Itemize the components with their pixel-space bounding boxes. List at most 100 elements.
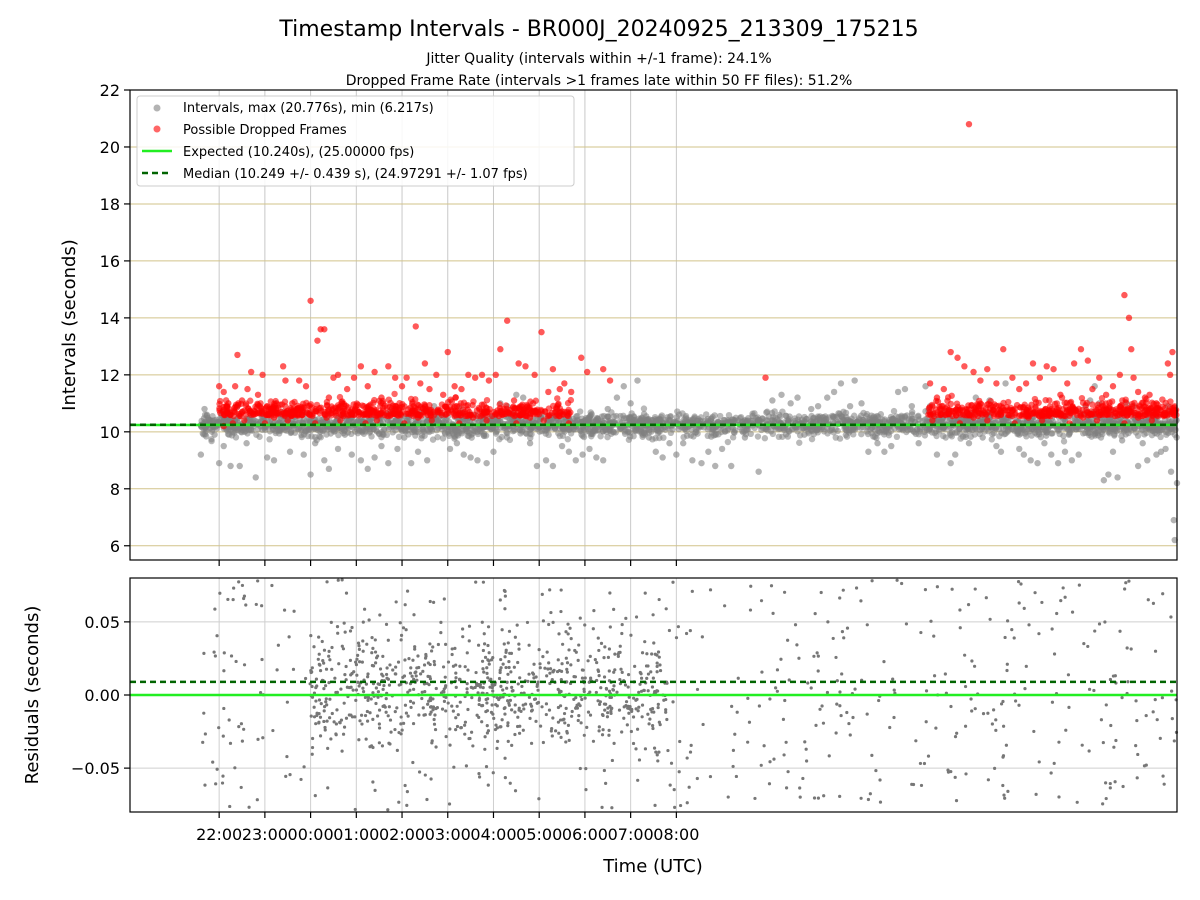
residual-point: [892, 688, 896, 692]
interval-point: [768, 416, 776, 424]
residual-point: [237, 724, 241, 729]
dropped-frame-point: [947, 348, 954, 356]
dropped-frame-point: [1116, 371, 1124, 379]
residual-point: [658, 663, 662, 667]
interval-point: [931, 429, 938, 437]
residual-point: [835, 679, 839, 683]
residual-point: [232, 586, 236, 590]
dropped-frame-point: [278, 408, 285, 416]
dropped-frame-point: [353, 406, 360, 413]
residual-point: [1104, 703, 1108, 707]
dropped-frame-point: [232, 401, 240, 409]
residual-point: [963, 653, 967, 657]
dropped-frame-point: [337, 411, 345, 418]
interval-point: [808, 405, 815, 413]
residual-point: [370, 635, 374, 640]
residual-point: [1087, 749, 1091, 753]
residual-point: [1169, 615, 1173, 619]
residual-point: [646, 689, 650, 693]
dropped-frame-point: [531, 371, 538, 379]
interval-point: [640, 405, 648, 412]
residual-point: [378, 613, 382, 617]
interval-point: [549, 462, 557, 470]
dropped-frame-point: [1157, 406, 1164, 414]
interval-point: [630, 432, 637, 440]
residual-point: [354, 698, 358, 703]
interval-point: [616, 418, 623, 426]
residual-point: [309, 714, 313, 718]
residual-point: [221, 774, 225, 778]
dropped-frame-point: [1125, 314, 1133, 322]
residual-point: [260, 604, 264, 608]
dropped-frame-point: [263, 402, 271, 410]
residual-point: [1158, 736, 1162, 741]
dropped-frame-point: [1077, 346, 1085, 353]
interval-point: [298, 431, 305, 439]
residual-point: [498, 598, 502, 602]
residual-point: [359, 713, 364, 717]
interval-point: [236, 462, 243, 470]
residual-point: [730, 704, 734, 708]
residual-point: [421, 706, 425, 710]
interval-point: [597, 433, 604, 440]
interval-point: [613, 412, 620, 420]
residual-point: [517, 642, 521, 646]
dropped-frame-point: [373, 417, 381, 424]
residuals-points: [201, 578, 1179, 812]
residual-point: [597, 725, 601, 729]
residual-point: [317, 662, 321, 666]
dropped-frame-point: [343, 385, 351, 393]
dropped-frame-point: [493, 409, 500, 417]
residual-point: [853, 687, 857, 691]
residual-point: [388, 663, 392, 667]
residual-point: [748, 608, 753, 612]
interval-point: [480, 432, 488, 440]
residual-point: [557, 689, 561, 693]
residual-point: [365, 719, 370, 723]
residual-point: [827, 754, 831, 758]
residual-point: [325, 580, 329, 584]
residual-point: [1162, 782, 1166, 786]
dropped-frame-point: [944, 397, 951, 405]
residual-point: [377, 726, 382, 730]
residual-point: [1101, 740, 1105, 745]
dropped-frame-point: [1124, 405, 1132, 412]
residual-point: [419, 672, 423, 676]
residual-point: [657, 720, 661, 724]
residual-point: [443, 685, 448, 689]
residual-point: [891, 677, 895, 681]
residual-point: [490, 703, 494, 707]
residual-point: [522, 707, 526, 711]
residual-point: [242, 663, 247, 667]
residual-point: [560, 662, 564, 666]
residual-point: [1037, 760, 1041, 764]
residual-point: [608, 625, 612, 629]
interval-point: [1041, 440, 1048, 447]
residual-point: [684, 631, 689, 636]
residual-point: [1070, 610, 1075, 614]
interval-point: [652, 448, 659, 455]
residual-point: [477, 702, 481, 707]
residual-point: [405, 803, 409, 807]
residual-point: [448, 743, 452, 747]
dropped-frame-point: [567, 396, 575, 404]
interval-point: [587, 425, 594, 432]
interval-point: [197, 451, 205, 458]
interval-point: [829, 413, 837, 421]
interval-point: [474, 430, 482, 438]
residual-point: [567, 738, 571, 742]
residual-point: [330, 667, 334, 671]
dropped-frame-point: [1002, 407, 1009, 414]
residual-point: [549, 610, 553, 615]
residual-point: [643, 747, 648, 751]
dropped-frame-point: [428, 417, 435, 424]
interval-point: [366, 429, 373, 436]
interval-point: [565, 448, 573, 455]
interval-point: [1020, 427, 1027, 434]
interval-point: [551, 425, 558, 432]
dropped-frame-point: [499, 411, 506, 418]
interval-point: [698, 459, 705, 467]
residual-point: [334, 722, 338, 726]
intervals-y-axis-label: Intervals (seconds): [59, 239, 80, 411]
dropped-frame-point: [469, 414, 477, 421]
